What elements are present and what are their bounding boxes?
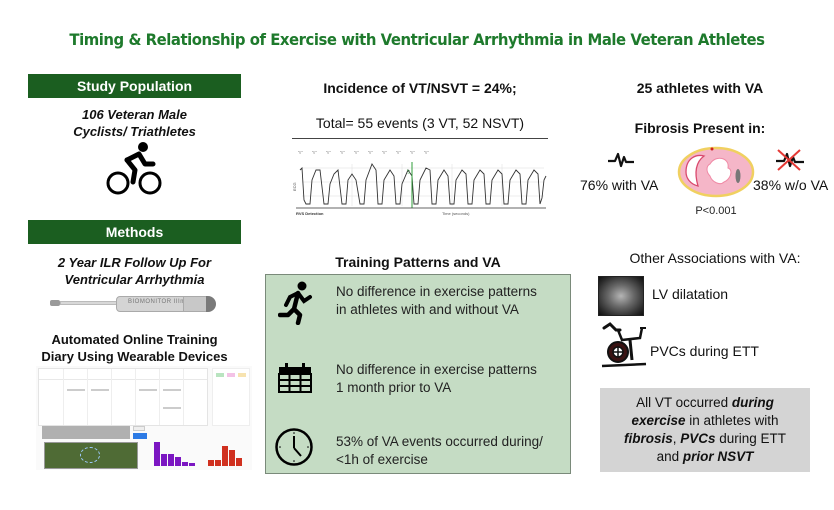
- ecg-marker: VT: [406, 168, 411, 174]
- methods-line2: Ventricular Arrhythmia: [64, 272, 205, 287]
- total-events-text: Total= 55 events (3 VT, 52 NSVT): [315, 115, 525, 131]
- summary-l4b: prior NSVT: [682, 449, 754, 464]
- training-item-2-line2: 1 month prior to VA: [336, 380, 452, 395]
- summary-l4a: and: [656, 449, 683, 464]
- summary-l3d: during ETT: [715, 431, 787, 446]
- population-line2: Cyclists/ Triathletes: [73, 124, 196, 139]
- study-population-header: Study Population: [28, 74, 241, 98]
- vt-summary-box: All VT occurred during exercise in athle…: [600, 388, 810, 472]
- training-header: Training Patterns and VA: [335, 254, 501, 270]
- training-item-3-line1: 53% of VA events occurred during/: [336, 434, 543, 449]
- svg-text:Ꮙ: Ꮙ: [409, 150, 415, 155]
- summary-l2a: exercise: [631, 413, 686, 428]
- svg-text:Ꮙ: Ꮙ: [367, 150, 373, 155]
- without-va-percent: 38% w/o VA: [753, 177, 829, 193]
- training-item-1-line2: in athletes with and without VA: [336, 302, 519, 317]
- clock-icon: [275, 428, 313, 466]
- fibrosis-header: Fibrosis Present in:: [634, 120, 766, 136]
- summary-l3b: ,: [672, 431, 681, 446]
- svg-text:Ꮙ: Ꮙ: [353, 150, 359, 155]
- population-line1: 106 Veteran Male: [81, 107, 188, 122]
- mri-heart-icon: [598, 276, 644, 316]
- ecg-strip: Ꮙ Ꮙ Ꮙ Ꮙ Ꮙ Ꮙ Ꮙ Ꮙ Ꮙ Ꮙ VT ECG RVS Detection Time (s…: [292, 138, 548, 220]
- training-patterns-box: No difference in exercise patterns in at…: [265, 274, 571, 474]
- exercise-bike-icon: [601, 322, 647, 368]
- svg-text:Ꮙ: Ꮙ: [381, 150, 387, 155]
- training-item-3-line2: <1h of exercise: [336, 452, 428, 467]
- summary-l1a: All VT occurred: [636, 395, 732, 410]
- lv-dilatation-label: LV dilatation: [652, 286, 729, 302]
- ilr-device-image: BIOMONITOR IIIm: [50, 290, 220, 316]
- ecg-pulse-crossed-icon: [776, 149, 804, 171]
- summary-l3a: fibrosis: [623, 431, 673, 446]
- summary-l2b: in athletes with: [685, 413, 779, 428]
- page-title: Timing & Relationship of Exercise with V…: [69, 30, 765, 49]
- svg-text:Ꮙ: Ꮙ: [339, 150, 345, 155]
- device-label: BIOMONITOR IIIm: [128, 299, 186, 305]
- ecg-pulse-icon: [608, 152, 634, 168]
- svg-text:Ꮙ: Ꮙ: [395, 150, 401, 155]
- training-item-2-line1: No difference in exercise patterns: [336, 362, 537, 377]
- ecg-bottom-left: RVS Detection: [296, 211, 324, 216]
- pvcs-during-ett-label: PVCs during ETT: [650, 343, 759, 359]
- svg-text:Ꮙ: Ꮙ: [311, 150, 317, 155]
- training-item-1-line1: No difference in exercise patterns: [336, 284, 537, 299]
- incidence-text: Incidence of VT/NSVT = 24%;: [323, 80, 517, 96]
- training-diary-screenshot: [36, 366, 252, 470]
- ecg-waveform: Ꮙ Ꮙ Ꮙ Ꮙ Ꮙ Ꮙ Ꮙ Ꮙ Ꮙ Ꮙ VT ECG: [292, 150, 547, 209]
- running-icon: [278, 281, 312, 325]
- svg-text:Ꮙ: Ꮙ: [423, 150, 429, 155]
- methods-line1: 2 Year ILR Follow Up For: [57, 255, 212, 270]
- svg-text:Ꮙ: Ꮙ: [325, 150, 331, 155]
- other-associations-header: Other Associations with VA:: [629, 250, 801, 266]
- cyclist-icon: [106, 142, 162, 195]
- calendar-icon: [278, 363, 312, 393]
- methods-header: Methods: [28, 220, 241, 244]
- summary-l1b: during: [731, 395, 774, 410]
- ecg-x-label: Time (seconds): [442, 211, 470, 216]
- diary-line2: Diary Using Wearable Devices: [41, 349, 228, 364]
- summary-l3c: PVCs: [680, 431, 716, 446]
- p-value: P<0.001: [695, 205, 737, 217]
- diary-line1: Automated Online Training: [51, 332, 218, 347]
- heart-fibrosis-image: [677, 146, 755, 198]
- ecg-y-label: ECG: [292, 182, 297, 191]
- svg-text:Ꮙ: Ꮙ: [297, 150, 303, 155]
- athletes-with-va: 25 athletes with VA: [636, 80, 764, 96]
- with-va-percent: 76% with VA: [580, 177, 659, 193]
